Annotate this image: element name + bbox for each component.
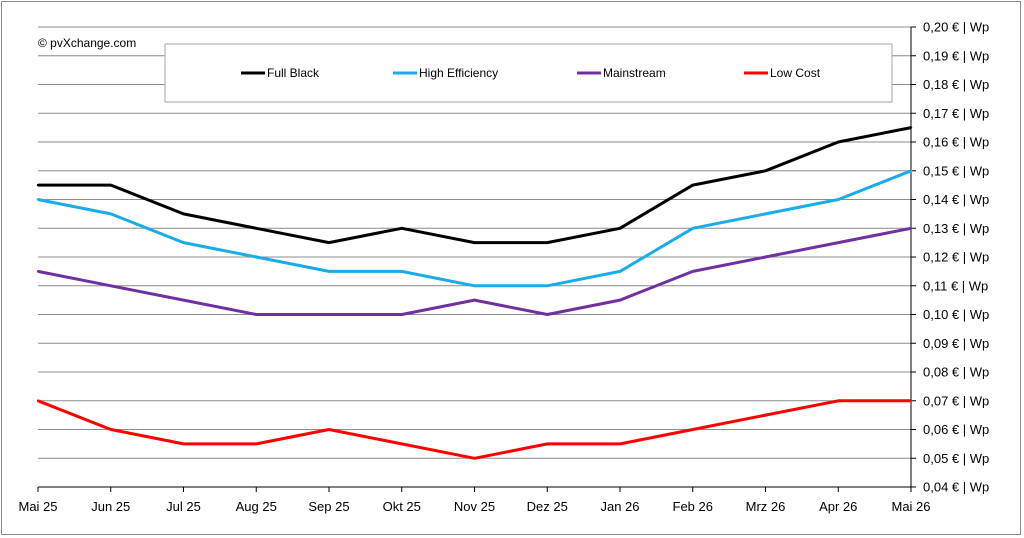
- x-tick-label: Jun 25: [91, 499, 130, 514]
- y-tick-label: 0,19 € | Wp: [923, 48, 989, 63]
- y-tick-label: 0,13 € | Wp: [923, 221, 989, 236]
- data-point: [618, 298, 622, 302]
- data-point: [109, 212, 112, 216]
- data-point: [400, 313, 403, 316]
- y-tick-label: 0,20 € | Wp: [923, 20, 989, 35]
- data-point: [182, 212, 185, 216]
- data-point: [691, 183, 694, 187]
- data-point: [36, 399, 40, 402]
- x-tick-label: Sep 25: [308, 499, 349, 514]
- data-point: [764, 255, 767, 259]
- legend-label: Low Cost: [770, 66, 821, 80]
- x-tick-label: Feb 26: [673, 499, 713, 514]
- data-point: [837, 140, 840, 144]
- y-tick-label: 0,12 € | Wp: [923, 250, 989, 265]
- x-tick-label: Aug 25: [236, 499, 277, 514]
- x-tick-label: Mai 25: [18, 499, 57, 514]
- x-tick-label: Okt 25: [383, 499, 421, 514]
- data-point: [618, 270, 622, 273]
- legend: Full Black High Efficiency Mainstream Low C…: [164, 43, 893, 103]
- data-point: [255, 227, 258, 230]
- data-point: [473, 457, 476, 460]
- y-tick-label: 0,10 € | Wp: [923, 307, 989, 322]
- legend-label: Full Black: [267, 66, 320, 80]
- data-point: [473, 298, 476, 302]
- x-tick-label: Mai 26: [891, 499, 930, 514]
- legend-label: Mainstream: [603, 66, 666, 80]
- y-tick-label: 0,15 € | Wp: [923, 163, 989, 178]
- y-tick-label: 0,09 € | Wp: [923, 336, 989, 351]
- data-point: [400, 442, 403, 446]
- data-point: [618, 442, 622, 446]
- data-point: [837, 399, 840, 402]
- y-tick-label: 0,06 € | Wp: [923, 422, 989, 437]
- data-point: [691, 270, 694, 273]
- data-point: [182, 298, 185, 302]
- data-point: [109, 183, 112, 187]
- series-line-full-black: [38, 126, 912, 245]
- y-tick-label: 0,16 € | Wp: [923, 135, 989, 150]
- data-point: [837, 241, 840, 244]
- y-axis-ticks: 0,04 € | Wp 0,05 € | Wp 0,06 € | Wp 0,07 € …: [923, 20, 989, 495]
- data-point: [182, 241, 185, 244]
- data-point: [764, 212, 767, 216]
- data-point: [182, 442, 185, 446]
- x-axis-ticks: Mai 25 Jun 25 Jul 25 Aug 25 Sep 25 Okt 25 Nov …: [18, 499, 930, 514]
- y-tick-label: 0,18 € | Wp: [923, 77, 989, 92]
- legend-box: [164, 43, 893, 103]
- data-point: [109, 428, 112, 431]
- data-point: [909, 227, 913, 230]
- legend-label: High Efficiency: [419, 66, 498, 80]
- y-tick-label: 0,17 € | Wp: [923, 106, 989, 121]
- data-point: [837, 198, 840, 201]
- data-point: [109, 284, 112, 287]
- data-point: [327, 313, 331, 316]
- data-point: [327, 241, 331, 244]
- data-point: [400, 270, 403, 273]
- data-point: [327, 428, 331, 431]
- data-point: [764, 413, 767, 417]
- data-point: [546, 241, 549, 244]
- y-tick-label: 0,04 € | Wp: [923, 480, 989, 495]
- data-point: [691, 428, 694, 431]
- x-tick-label: Jul 25: [166, 499, 201, 514]
- y-tick-label: 0,05 € | Wp: [923, 451, 989, 466]
- data-point: [255, 313, 258, 316]
- data-point: [546, 313, 549, 316]
- data-point: [255, 255, 258, 259]
- y-tick-label: 0,11 € | Wp: [923, 278, 988, 293]
- data-point: [473, 241, 476, 244]
- data-point: [691, 227, 694, 230]
- data-point: [36, 270, 40, 273]
- x-tick-label: Jan 26: [600, 499, 639, 514]
- data-point: [546, 284, 549, 287]
- data-point: [546, 442, 549, 446]
- axes: [37, 26, 916, 492]
- data-point: [36, 198, 40, 201]
- data-point: [36, 183, 40, 187]
- y-tick-label: 0,08 € | Wp: [923, 365, 989, 380]
- data-point: [764, 169, 767, 172]
- data-point: [255, 442, 258, 446]
- x-tick-label: Dez 25: [527, 499, 568, 514]
- series-lines: [36, 126, 913, 460]
- data-point: [400, 227, 403, 230]
- y-tick-label: 0,14 € | Wp: [923, 192, 989, 207]
- data-point: [618, 227, 622, 230]
- data-point: [473, 284, 476, 287]
- x-tick-label: Nov 25: [454, 499, 495, 514]
- y-tick-label: 0,07 € | Wp: [923, 393, 989, 408]
- data-point: [909, 399, 913, 402]
- credit-text: © pvXchange.com: [38, 36, 136, 50]
- data-point: [909, 169, 913, 172]
- data-point: [327, 270, 331, 273]
- x-tick-label: Mrz 26: [746, 499, 786, 514]
- data-point: [909, 126, 913, 129]
- x-tick-label: Apr 26: [819, 499, 857, 514]
